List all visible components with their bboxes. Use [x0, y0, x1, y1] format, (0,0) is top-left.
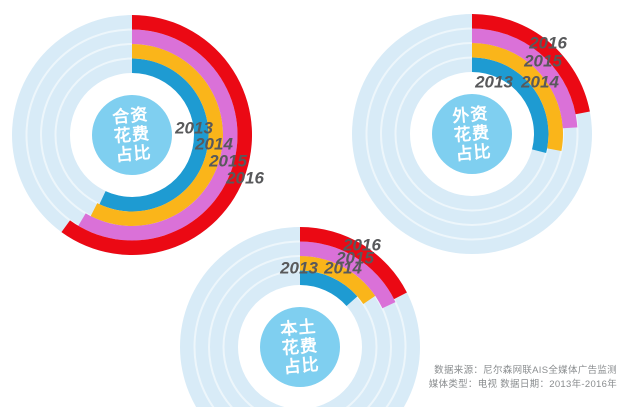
title-line: 占比: [114, 142, 153, 165]
chart-foreign-share: 外资 花费 占比 2013 2014 2015 2016: [352, 14, 592, 254]
arc-2015: [300, 241, 396, 309]
joint-venture-donut: [12, 15, 252, 255]
chart-title-joint-venture: 合资 花费 占比: [112, 105, 153, 165]
ring-label-2014: 2014: [521, 72, 559, 92]
chart-title-foreign: 外资 花费 占比: [452, 104, 493, 164]
ring-label-2013: 2013: [475, 72, 513, 92]
title-line: 占比: [282, 354, 321, 377]
ring-label-2015: 2015: [524, 51, 562, 71]
arc-2013: [300, 270, 358, 306]
arc-2016: [61, 15, 252, 255]
chart-title-local: 本土 花费 占比: [280, 317, 321, 377]
ring-label-2016: 2016: [343, 235, 381, 255]
ring-label-2013: 2013: [280, 258, 318, 278]
media-type-date-note: 媒体类型：电视 数据日期：2013年-2016年: [428, 379, 617, 390]
center-circle: [260, 307, 340, 387]
arc-2015: [472, 28, 578, 129]
arc-2014: [300, 256, 376, 304]
ring-label-2014: 2014: [324, 258, 362, 278]
footnotes: 数据来源：尼尔森网联AIS全媒体广告监测 媒体类型：电视 数据日期：2013年-…: [429, 364, 617, 392]
data-source-note: 数据来源：尼尔森网联AIS全媒体广告监测: [434, 365, 617, 376]
ring-label-2013: 2013: [175, 118, 213, 138]
ring-label-2015: 2015: [336, 248, 374, 268]
arc-2014: [472, 43, 564, 152]
arc-2016: [472, 14, 590, 115]
arc-2016: [300, 227, 407, 300]
ring-label-2016: 2016: [226, 168, 264, 188]
title-line: 占比: [454, 141, 493, 164]
ring-label-2016: 2016: [529, 33, 567, 53]
arc-2013: [472, 57, 549, 154]
chart-joint-venture-share: 合资 花费 占比 2013 2014 2015 2016: [12, 15, 264, 255]
arc-2015: [78, 29, 238, 241]
arc-2013: [99, 58, 209, 212]
center-circle: [432, 94, 512, 174]
local-donut: [180, 227, 420, 407]
arc-2014: [90, 44, 224, 226]
foreign-donut: [352, 14, 592, 254]
ring-label-2015: 2015: [209, 151, 247, 171]
ring-label-2014: 2014: [195, 134, 233, 154]
center-circle: [92, 95, 172, 175]
chart-local-share: 本土 花费 占比 2013 2014 2015 2016: [180, 227, 420, 407]
